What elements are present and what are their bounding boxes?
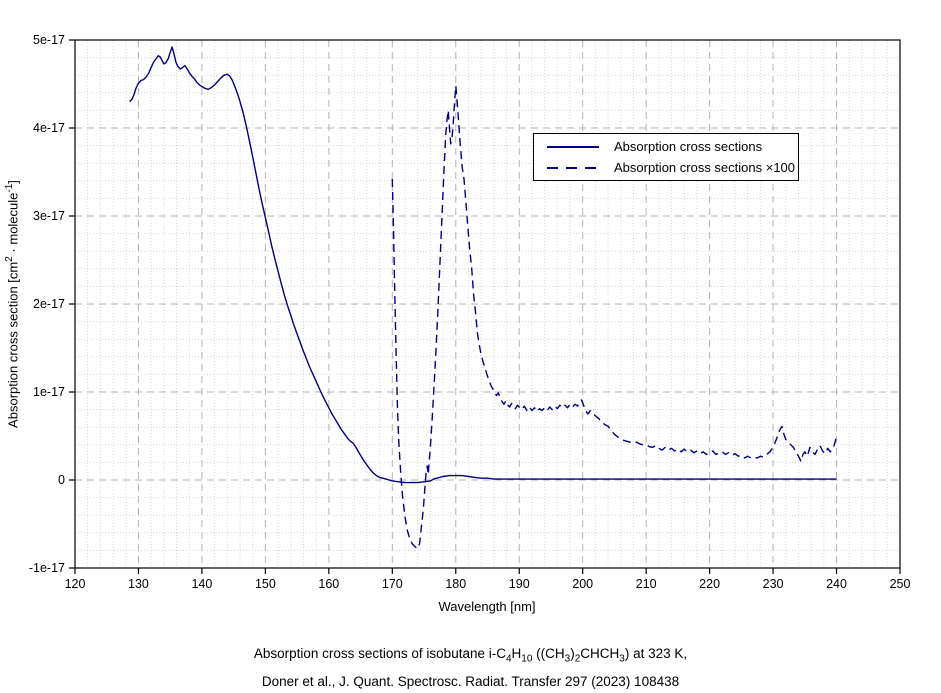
plot-svg: 120 130 140 150 160 170 180 190 200 210 220 230 240 2… [29, 33, 911, 591]
figure-caption: Absorption cross sections of isobutane i… [0, 643, 941, 693]
x-tick-label: 210 [636, 577, 657, 591]
legend-line-solid [547, 145, 599, 148]
x-tick-label: 140 [191, 577, 212, 591]
y-tick-label: 5e-17 [33, 33, 65, 47]
x-tick-label: 240 [826, 577, 847, 591]
y-tick-label: 1e-17 [33, 385, 65, 399]
x-tick-label: 150 [255, 577, 276, 591]
legend-label-solid: Absorption cross sections [614, 139, 763, 154]
legend-item-dashed: Absorption cross sections ×100 [534, 159, 798, 176]
legend-label-dashed: Absorption cross sections ×100 [614, 160, 796, 175]
y-tick-label: 3e-17 [33, 209, 65, 223]
caption-line-2: Doner et al., J. Quant. Spectrosc. Radia… [261, 673, 680, 689]
legend-box: Absorption cross sections Absorption cro… [533, 133, 799, 181]
x-tick-label: 190 [509, 577, 530, 591]
x-tick-label: 180 [445, 577, 466, 591]
x-tick-label: 120 [65, 577, 86, 591]
series-solid-line [129, 46, 837, 484]
series-dashed-line [391, 85, 838, 550]
legend-line-dashed [547, 166, 599, 169]
x-tick-label: 250 [890, 577, 911, 591]
legend-item-solid: Absorption cross sections [534, 138, 798, 155]
y-axis-title: Absorption cross section [cm2 · molecule… [4, 180, 21, 428]
caption-line-1: Absorption cross sections of isobutane i… [253, 646, 688, 665]
x-tick-label: 230 [763, 577, 784, 591]
y-tick-label: 4e-17 [33, 121, 65, 135]
y-tick-label: -1e-17 [29, 561, 65, 575]
x-tick-label: 160 [318, 577, 339, 591]
y-tick-label: 2e-17 [33, 297, 65, 311]
x-tick-label: 170 [382, 577, 403, 591]
x-axis-title: Wavelength [nm] [438, 599, 536, 614]
y-tick-label: 0 [58, 473, 65, 487]
x-tick-label: 130 [128, 577, 149, 591]
x-tick-label: 220 [699, 577, 720, 591]
x-tick-label: 200 [572, 577, 593, 591]
